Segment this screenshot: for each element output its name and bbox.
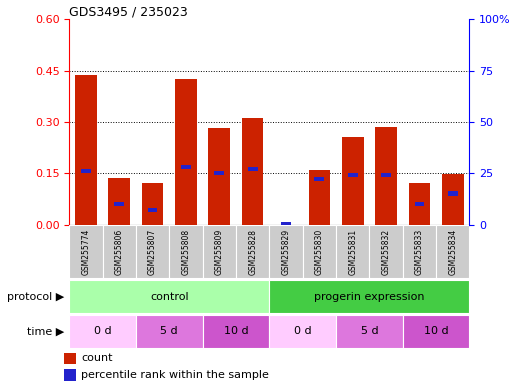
Text: GSM255830: GSM255830 [315, 228, 324, 275]
Bar [81, 169, 91, 173]
Text: percentile rank within the sample: percentile rank within the sample [82, 370, 269, 380]
Bar [281, 222, 291, 227]
Text: GSM255774: GSM255774 [82, 228, 90, 275]
Text: GSM255808: GSM255808 [182, 228, 190, 275]
Bar [248, 167, 258, 171]
Bar [303, 225, 336, 278]
Text: 10 d: 10 d [424, 326, 448, 336]
Text: 0 d: 0 d [94, 326, 111, 336]
Bar [69, 225, 103, 278]
Bar [208, 128, 230, 225]
Text: count: count [82, 353, 113, 363]
Bar [403, 315, 469, 348]
Text: control: control [150, 291, 189, 302]
Bar [108, 179, 130, 225]
Bar [69, 280, 269, 313]
Bar [436, 225, 469, 278]
Bar [169, 225, 203, 278]
Bar [136, 225, 169, 278]
Bar [75, 74, 97, 225]
Bar [369, 225, 403, 278]
Bar [342, 137, 364, 225]
Bar [403, 225, 436, 278]
Text: 5 d: 5 d [361, 326, 378, 336]
Bar [415, 202, 424, 206]
Text: GSM255806: GSM255806 [115, 228, 124, 275]
Bar [148, 208, 157, 212]
Text: GSM255832: GSM255832 [382, 228, 390, 275]
Bar [308, 170, 330, 225]
Bar [203, 225, 236, 278]
Bar [314, 177, 324, 182]
Text: 5 d: 5 d [161, 326, 178, 336]
Bar [236, 225, 269, 278]
Text: time ▶: time ▶ [27, 326, 64, 336]
Bar [348, 173, 358, 177]
Bar [269, 225, 303, 278]
Bar [269, 280, 469, 313]
Bar [408, 183, 430, 225]
Bar [64, 369, 75, 381]
Bar [181, 165, 191, 169]
Bar [214, 171, 224, 175]
Bar [114, 202, 124, 206]
Bar [203, 315, 269, 348]
Text: protocol ▶: protocol ▶ [7, 291, 64, 302]
Bar [375, 127, 397, 225]
Bar [142, 183, 164, 225]
Bar [64, 353, 75, 364]
Bar [269, 315, 336, 348]
Bar [336, 225, 369, 278]
Bar [336, 315, 403, 348]
Bar [103, 225, 136, 278]
Bar [136, 315, 203, 348]
Bar [442, 174, 464, 225]
Bar [381, 173, 391, 177]
Text: GSM255829: GSM255829 [282, 228, 290, 275]
Bar [175, 79, 197, 225]
Bar [448, 192, 458, 196]
Text: GSM255834: GSM255834 [448, 228, 457, 275]
Bar [242, 119, 264, 225]
Text: GSM255809: GSM255809 [215, 228, 224, 275]
Bar [69, 315, 136, 348]
Text: progerin expression: progerin expression [314, 291, 425, 302]
Text: GSM255828: GSM255828 [248, 228, 257, 275]
Text: GSM255833: GSM255833 [415, 228, 424, 275]
Text: GSM255807: GSM255807 [148, 228, 157, 275]
Text: 10 d: 10 d [224, 326, 248, 336]
Text: GDS3495 / 235023: GDS3495 / 235023 [69, 5, 188, 18]
Text: 0 d: 0 d [294, 326, 311, 336]
Text: GSM255831: GSM255831 [348, 228, 357, 275]
